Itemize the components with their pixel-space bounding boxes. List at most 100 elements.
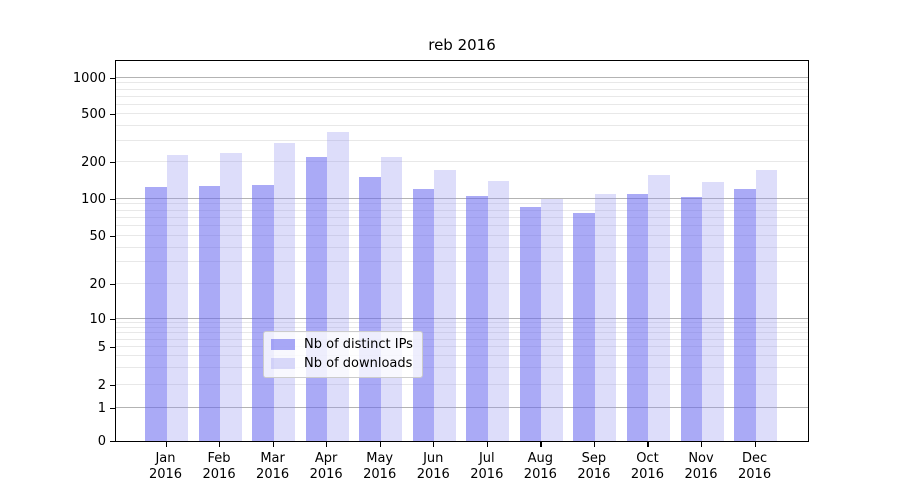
bar-downloads-jun: [434, 169, 456, 441]
x-tick-label: Apr 2016: [294, 451, 358, 483]
bar-distinct-ips-mar: [252, 185, 274, 441]
x-tick-mark: [540, 442, 542, 447]
y-tick-label: 50: [89, 229, 106, 244]
gridline-minor: [116, 209, 808, 211]
x-tick-year: 2016: [523, 467, 557, 482]
y-tick-mark: [110, 318, 115, 320]
x-tick-month: Dec: [741, 451, 768, 466]
x-tick-year: 2016: [256, 467, 290, 482]
gridline-minor: [116, 161, 808, 163]
x-tick-label: Oct 2016: [615, 451, 679, 483]
bar-distinct-ips-feb: [198, 186, 221, 441]
x-tick-label: Jul 2016: [455, 451, 519, 483]
gridline-major: [116, 77, 808, 78]
bar-distinct-ips-dec: [734, 189, 756, 441]
x-tick-label: Jun 2016: [401, 451, 465, 483]
bar-downloads-aug: [541, 198, 563, 441]
bar-distinct-ips-sep: [573, 213, 595, 441]
y-tick-mark: [110, 408, 115, 410]
x-tick-mark: [486, 442, 488, 447]
x-tick-year: 2016: [577, 467, 611, 482]
y-tick-label: 10: [89, 311, 106, 327]
x-tick-month: Aug: [527, 451, 554, 466]
x-tick-month: Jan: [155, 451, 176, 466]
bar-downloads-jan: [166, 154, 188, 441]
legend-label: Nb of downloads: [304, 356, 413, 371]
gridline-minor: [116, 203, 808, 205]
x-tick-month: Apr: [314, 451, 338, 466]
gridline-major: [116, 197, 808, 199]
x-tick-mark: [701, 442, 703, 447]
y-tick-mark: [110, 283, 115, 285]
x-tick-month: Nov: [688, 451, 714, 466]
bar-downloads-apr: [327, 132, 349, 441]
x-tick-label: Mar 2016: [241, 451, 305, 483]
y-tick-mark: [110, 347, 115, 349]
x-tick-label: Sep 2016: [562, 451, 626, 483]
gridline-minor: [116, 124, 808, 126]
x-tick-year: 2016: [738, 467, 772, 482]
gridline-minor: [116, 216, 808, 218]
x-tick-label: Feb 2016: [187, 451, 251, 483]
x-tick-year: 2016: [416, 467, 450, 482]
bar-downloads-dec: [755, 169, 778, 441]
x-tick-year: 2016: [630, 467, 664, 482]
gridline-minor: [116, 326, 808, 328]
legend-swatch: [271, 339, 295, 350]
x-tick-month: May: [366, 451, 394, 466]
y-tick-label: 1: [97, 401, 106, 416]
gridline-minor: [116, 261, 808, 263]
gridline-minor: [116, 332, 808, 334]
x-tick-mark: [272, 442, 274, 447]
gridline-minor: [116, 139, 808, 141]
legend-swatch: [271, 358, 295, 369]
y-tick-mark: [110, 385, 115, 387]
legend-label: Nb of distinct IPs: [304, 337, 413, 352]
bar-distinct-ips-jan: [145, 186, 167, 441]
y-tick-label: 1000: [72, 71, 106, 86]
x-tick-mark: [219, 442, 221, 447]
bar-downloads-mar: [273, 142, 296, 441]
x-tick-label: May 2016: [348, 451, 412, 483]
y-tick-label: 5: [97, 340, 106, 355]
bar-distinct-ips-jun: [412, 188, 435, 441]
gridline-minor: [116, 82, 808, 84]
y-tick-label: 0: [97, 434, 106, 449]
legend-item: Nb of distinct IPs: [271, 337, 413, 352]
x-tick-year: 2016: [363, 467, 397, 482]
x-tick-year: 2016: [309, 467, 343, 482]
gridline-minor: [116, 384, 808, 385]
gridline-minor: [116, 338, 808, 340]
y-tick-mark: [110, 78, 115, 80]
gridline-minor: [116, 282, 808, 284]
chart-title: reb 2016: [428, 36, 496, 54]
gridline-minor: [116, 225, 808, 227]
x-tick-mark: [326, 442, 328, 447]
bar-distinct-ips-may: [359, 177, 381, 441]
x-tick-year: 2016: [684, 467, 718, 482]
y-tick-label: 100: [81, 191, 106, 207]
x-tick-year: 2016: [148, 467, 183, 482]
x-tick-mark: [647, 442, 649, 447]
bar-downloads-jul: [487, 181, 510, 441]
x-tick-year: 2016: [202, 467, 236, 482]
bar-downloads-feb: [220, 152, 242, 441]
x-tick-month: Mar: [260, 451, 285, 466]
x-tick-month: Feb: [207, 451, 231, 466]
gridline-minor: [116, 103, 808, 105]
y-tick-mark: [110, 198, 115, 200]
gridline-major: [116, 407, 808, 408]
gridline-minor: [116, 321, 808, 323]
x-tick-label: Aug 2016: [508, 451, 572, 483]
y-tick-label: 2: [97, 378, 106, 393]
x-tick-label: Dec 2016: [723, 451, 787, 483]
gridline-minor: [116, 355, 808, 357]
bar-distinct-ips-nov: [680, 196, 702, 441]
bar-distinct-ips-jul: [466, 196, 488, 441]
gridline-minor: [116, 235, 808, 236]
x-tick-mark: [165, 442, 167, 447]
bar-downloads-oct: [648, 174, 670, 441]
x-tick-mark: [593, 442, 596, 447]
legend: Nb of distinct IPs Nb of downloads: [263, 331, 423, 378]
